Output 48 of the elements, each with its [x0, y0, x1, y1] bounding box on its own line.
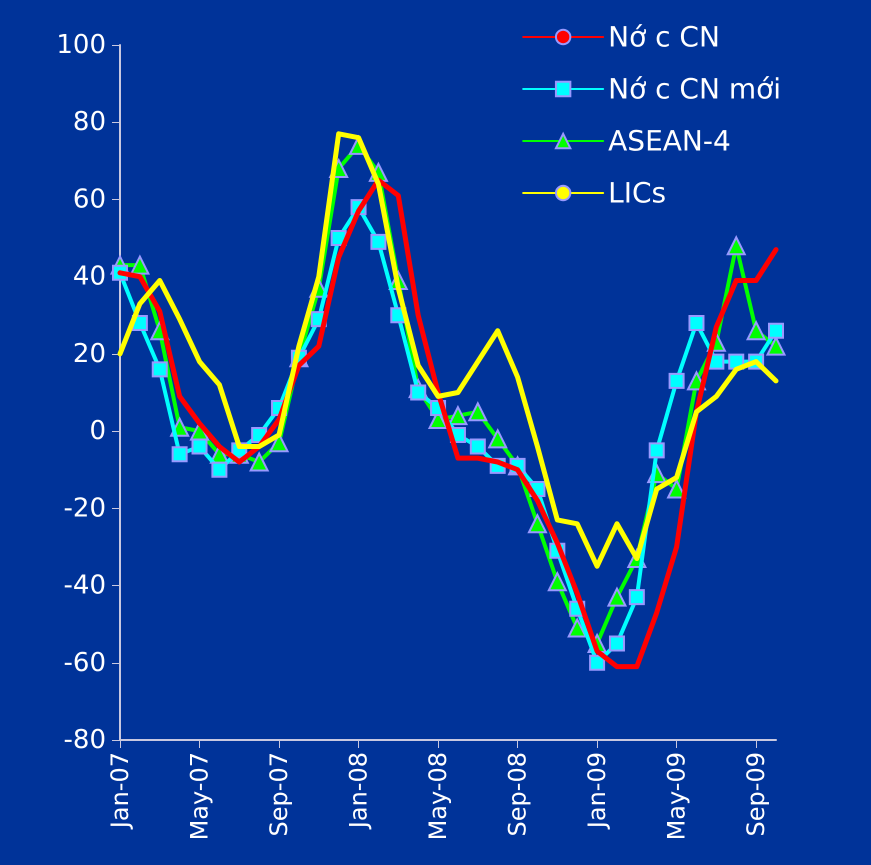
- x-tick-label: Jan-07: [106, 752, 134, 830]
- y-tick-label: -20: [64, 493, 106, 524]
- x-tick-label: May-07: [186, 752, 214, 840]
- point: [726, 236, 746, 256]
- x-tick-label: Sep-09: [742, 752, 770, 836]
- point: [488, 429, 508, 448]
- y-tick-label: 40: [72, 262, 106, 292]
- point: [528, 514, 547, 534]
- y-tick-label: -60: [64, 648, 106, 678]
- point: [211, 462, 228, 478]
- x-tick-label: Sep-07: [265, 752, 294, 836]
- legend-label: Nớ c CN: [608, 20, 720, 54]
- y-tick-label: 80: [72, 107, 106, 138]
- legend-label: ASEAN-4: [608, 124, 731, 158]
- point: [766, 336, 786, 356]
- x-tick-label: May-09: [662, 752, 691, 840]
- point: [172, 446, 188, 462]
- y-tick-label: 100: [56, 30, 106, 60]
- point: [668, 372, 685, 389]
- point: [608, 635, 625, 652]
- point: [746, 321, 766, 340]
- point: [468, 402, 488, 422]
- point: [768, 322, 784, 339]
- point: [470, 438, 486, 455]
- point: [250, 452, 269, 472]
- point: [648, 442, 665, 458]
- y-tick-label: 60: [72, 184, 106, 214]
- legend-label: LICs: [608, 176, 666, 210]
- point: [548, 572, 567, 592]
- x-tick-label: Jan-08: [344, 752, 373, 830]
- point: [607, 588, 626, 607]
- y-tick-label: 0: [89, 416, 106, 446]
- x-tick-label: Sep-08: [504, 752, 532, 836]
- point: [568, 618, 587, 638]
- x-tick-label: May-08: [424, 752, 452, 840]
- y-tick-label: -40: [64, 570, 106, 601]
- point: [370, 234, 386, 250]
- point: [628, 589, 645, 606]
- point: [192, 438, 208, 455]
- y-tick-label: 20: [72, 338, 106, 369]
- point: [130, 256, 150, 275]
- legend-label: Nớ c CN mới: [608, 72, 782, 106]
- point: [448, 406, 468, 426]
- point: [688, 315, 704, 331]
- point: [589, 654, 606, 671]
- y-tick-label: -80: [64, 725, 106, 755]
- x-tick-label: Jan-09: [583, 752, 612, 830]
- point: [152, 361, 168, 378]
